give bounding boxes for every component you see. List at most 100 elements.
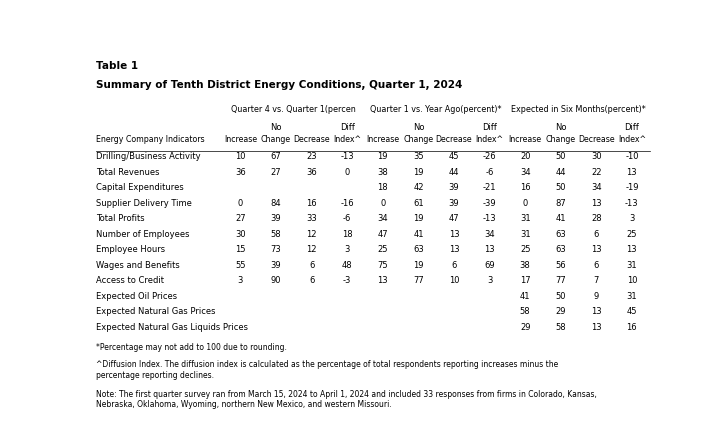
- Text: -26: -26: [483, 152, 497, 161]
- Text: 63: 63: [555, 230, 566, 239]
- Text: 31: 31: [626, 261, 637, 270]
- Text: 33: 33: [306, 214, 317, 223]
- Text: 67: 67: [270, 152, 281, 161]
- Text: 75: 75: [378, 261, 388, 270]
- Text: 28: 28: [591, 214, 602, 223]
- Text: 39: 39: [449, 183, 459, 192]
- Text: -6: -6: [343, 214, 352, 223]
- Text: 48: 48: [342, 261, 352, 270]
- Text: 19: 19: [413, 261, 423, 270]
- Text: 6: 6: [594, 230, 599, 239]
- Text: 31: 31: [520, 214, 531, 223]
- Text: 13: 13: [449, 245, 459, 254]
- Text: 30: 30: [591, 152, 602, 161]
- Text: ^Diffusion Index. The diffusion index is calculated as the percentage of total r: ^Diffusion Index. The diffusion index is…: [96, 360, 558, 380]
- Text: Expected Oil Prices: Expected Oil Prices: [96, 292, 178, 300]
- Text: 38: 38: [378, 168, 388, 177]
- Text: 18: 18: [378, 183, 388, 192]
- Text: 44: 44: [555, 168, 566, 177]
- Text: 0: 0: [238, 198, 243, 208]
- Text: Quarter 1 vs. Year Ago(percent)*: Quarter 1 vs. Year Ago(percent)*: [370, 105, 502, 114]
- Text: 13: 13: [591, 307, 602, 316]
- Text: 45: 45: [449, 152, 459, 161]
- Text: 16: 16: [520, 183, 531, 192]
- Text: 41: 41: [520, 292, 531, 300]
- Text: 20: 20: [520, 152, 531, 161]
- Text: 10: 10: [449, 276, 459, 285]
- Text: Index^: Index^: [334, 135, 361, 144]
- Text: 18: 18: [342, 230, 352, 239]
- Text: 16: 16: [626, 323, 637, 332]
- Text: 77: 77: [555, 276, 566, 285]
- Text: 13: 13: [591, 198, 602, 208]
- Text: Change: Change: [261, 135, 291, 144]
- Text: 10: 10: [235, 152, 246, 161]
- Text: Summary of Tenth District Energy Conditions, Quarter 1, 2024: Summary of Tenth District Energy Conditi…: [96, 80, 463, 89]
- Text: Supplier Delivery Time: Supplier Delivery Time: [96, 198, 192, 208]
- Text: 58: 58: [520, 307, 531, 316]
- Text: 44: 44: [449, 168, 459, 177]
- Text: -3: -3: [343, 276, 352, 285]
- Text: 13: 13: [591, 323, 602, 332]
- Text: 47: 47: [449, 214, 459, 223]
- Text: 13: 13: [591, 245, 602, 254]
- Text: 41: 41: [413, 230, 423, 239]
- Text: 41: 41: [555, 214, 566, 223]
- Text: -39: -39: [483, 198, 497, 208]
- Text: 29: 29: [520, 323, 531, 332]
- Text: 12: 12: [307, 245, 317, 254]
- Text: -13: -13: [625, 198, 639, 208]
- Text: 10: 10: [626, 276, 637, 285]
- Text: 9: 9: [594, 292, 599, 300]
- Text: 36: 36: [235, 168, 246, 177]
- Text: 34: 34: [591, 183, 602, 192]
- Text: Diff: Diff: [482, 124, 497, 132]
- Text: 3: 3: [629, 214, 634, 223]
- Text: 69: 69: [484, 261, 495, 270]
- Text: 77: 77: [413, 276, 423, 285]
- Text: No: No: [555, 124, 566, 132]
- Text: 39: 39: [270, 214, 281, 223]
- Text: 84: 84: [270, 198, 281, 208]
- Text: -10: -10: [625, 152, 639, 161]
- Text: 42: 42: [413, 183, 423, 192]
- Text: 36: 36: [306, 168, 317, 177]
- Text: -16: -16: [341, 198, 354, 208]
- Text: 0: 0: [380, 198, 386, 208]
- Text: 19: 19: [378, 152, 388, 161]
- Text: 58: 58: [270, 230, 281, 239]
- Text: Quarter 4 vs. Quarter 1(percen: Quarter 4 vs. Quarter 1(percen: [231, 105, 356, 114]
- Text: 30: 30: [235, 230, 246, 239]
- Text: Decrease: Decrease: [578, 135, 615, 144]
- Text: 87: 87: [555, 198, 566, 208]
- Text: Note: The first quarter survey ran from March 15, 2024 to April 1, 2024 and incl: Note: The first quarter survey ran from …: [96, 390, 597, 409]
- Text: 13: 13: [449, 230, 459, 239]
- Text: 27: 27: [270, 168, 281, 177]
- Text: 56: 56: [555, 261, 566, 270]
- Text: Diff: Diff: [340, 124, 355, 132]
- Text: 6: 6: [451, 261, 457, 270]
- Text: -13: -13: [483, 214, 497, 223]
- Text: 50: 50: [555, 183, 566, 192]
- Text: 0: 0: [523, 198, 528, 208]
- Text: 31: 31: [520, 230, 531, 239]
- Text: 13: 13: [626, 168, 637, 177]
- Text: 6: 6: [309, 261, 315, 270]
- Text: 50: 50: [555, 152, 566, 161]
- Text: 3: 3: [487, 276, 492, 285]
- Text: 12: 12: [307, 230, 317, 239]
- Text: 39: 39: [449, 198, 459, 208]
- Text: 63: 63: [413, 245, 423, 254]
- Text: 6: 6: [309, 276, 315, 285]
- Text: 34: 34: [520, 168, 531, 177]
- Text: Number of Employees: Number of Employees: [96, 230, 190, 239]
- Text: -21: -21: [483, 183, 497, 192]
- Text: 27: 27: [235, 214, 246, 223]
- Text: 63: 63: [555, 245, 566, 254]
- Text: Diff: Diff: [624, 124, 639, 132]
- Text: 3: 3: [344, 245, 350, 254]
- Text: Capital Expenditures: Capital Expenditures: [96, 183, 184, 192]
- Text: Access to Credit: Access to Credit: [96, 276, 165, 285]
- Text: Energy Company Indicators: Energy Company Indicators: [96, 135, 205, 144]
- Text: 47: 47: [378, 230, 388, 239]
